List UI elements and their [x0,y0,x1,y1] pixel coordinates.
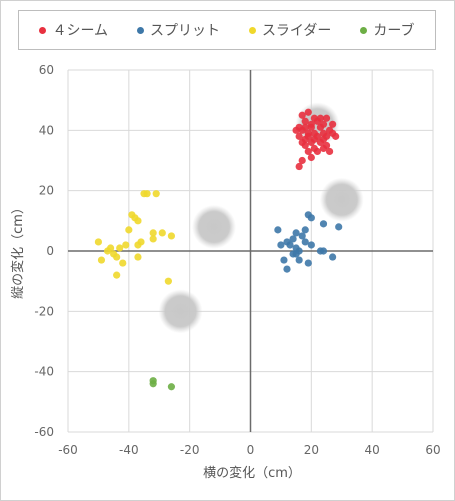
legend-item-4seam: ４シーム [39,20,108,40]
y-tick-label: 60 [39,63,54,77]
legend-label-slider: スライダー [261,23,332,39]
data-point [134,217,142,225]
data-point [158,229,166,237]
data-point [301,117,309,125]
data-point [167,232,176,240]
data-point [292,229,300,237]
data-point [335,223,343,231]
data-point [307,241,315,249]
legend-marker-split [137,26,144,34]
legend-label-4seam: ４シーム [52,23,109,39]
data-point [319,144,328,153]
data-point [103,247,112,255]
data-point [329,120,337,128]
y-axis-title: 縦の変化（cm） [10,201,26,299]
y-tick-label: 0 [46,244,54,258]
x-tick-label: -20 [180,443,200,457]
x-tick-label: 20 [304,443,319,457]
data-point [307,123,315,131]
data-point [113,253,121,261]
y-tick-label: 40 [39,123,54,137]
data-point [119,259,127,267]
x-tick-label: -60 [58,443,78,457]
data-point [149,380,157,388]
data-point [295,132,303,140]
data-point [295,256,303,264]
legend-label-curve: カーブ [373,23,415,39]
data-point [304,259,312,267]
legend-marker-curve [360,26,368,34]
y-tick-label: -40 [34,365,54,379]
data-point [277,241,285,249]
data-point [134,253,142,261]
data-point [298,126,306,134]
data-point [329,253,337,261]
data-point [164,277,172,285]
data-point [301,141,309,150]
legend: ４シーム スプリット スライダー カーブ [18,10,436,50]
data-point [298,156,306,165]
data-point [149,235,157,243]
highlight-marker [158,289,203,334]
data-point [313,117,322,125]
x-axis-title: 横の変化（cm） [203,465,301,481]
x-tick-label: 40 [365,443,380,457]
data-point [289,250,297,258]
y-tick-label: 20 [39,184,54,198]
highlight-marker [319,177,364,222]
data-point [307,214,315,222]
data-point [304,108,312,116]
data-point [295,162,303,171]
data-point [298,232,306,240]
data-point [292,126,300,134]
data-point [274,226,282,234]
data-point [298,111,306,119]
x-tick-label: 60 [425,443,440,457]
data-point [122,241,130,249]
data-point [319,220,328,228]
y-tick-label: -20 [34,304,54,318]
x-tick-label: -40 [119,443,139,457]
data-point [283,265,291,273]
data-point [134,241,142,249]
data-point [301,226,309,234]
legend-item-curve: カーブ [360,20,415,40]
data-point [332,132,340,140]
legend-marker-slider [248,26,256,34]
data-point [313,147,322,156]
data-point [113,271,121,279]
data-point [167,383,176,391]
data-point [286,241,294,249]
data-point [319,247,328,255]
data-point [125,226,133,234]
data-points [94,108,343,391]
data-point [322,114,331,122]
legend-item-split: スプリット [137,20,220,40]
data-point [289,235,297,243]
data-point [307,138,315,146]
y-tick-label: -60 [34,425,54,439]
data-point [94,238,103,246]
data-point [143,190,151,198]
data-point [325,147,334,156]
data-point [280,256,288,264]
axes [68,70,433,432]
data-point [116,244,124,252]
data-point [304,147,312,156]
data-point [97,256,106,264]
data-point [152,190,160,198]
legend-marker-4seam [39,26,47,34]
data-point [316,138,325,146]
x-tick-label: 0 [247,443,255,457]
data-point [301,238,309,246]
tick-labels: -60 -40 -20 0 20 40 60 60 40 20 0 -20 -40 -60 [34,63,440,457]
highlight-marker [192,204,236,249]
data-point [316,123,325,131]
legend-label-split: スプリット [150,23,220,39]
data-point [307,153,315,162]
data-point [149,229,157,237]
legend-item-slider: スライダー [248,20,332,40]
